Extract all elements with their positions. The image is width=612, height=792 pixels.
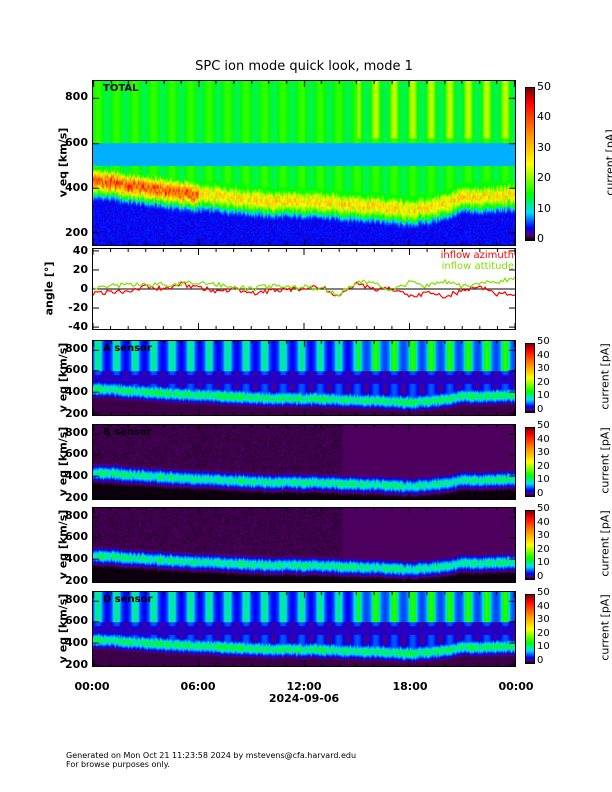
colorbar-d — [525, 594, 535, 664]
y-tick-label: -40 — [68, 320, 88, 334]
spectrogram-a — [93, 341, 515, 415]
x-tick-label: 18:00 — [392, 680, 428, 693]
colorbar-tick-label: 50 — [537, 420, 550, 431]
y-tick-label: 400 — [65, 552, 88, 566]
series-inflow-attitude — [93, 276, 515, 297]
y-tick-label: 200 — [65, 657, 88, 671]
panel-label-d: D sensor — [103, 594, 153, 605]
y-tick-label: 20 — [72, 262, 88, 276]
panel-label-a: A sensor — [103, 343, 152, 354]
colorbar-tick-label: 30 — [537, 447, 550, 459]
x-tick-label: 12:00 — [286, 680, 322, 693]
y-tick-label: 40 — [72, 243, 88, 257]
y-tick-label: 0 — [80, 282, 88, 295]
colorbar-tick-label: 10 — [537, 201, 551, 215]
colorbar-label: current [pA] — [603, 129, 612, 196]
y-tick-label: 800 — [65, 425, 88, 439]
legend-inflow-attitude: inflow attitude — [441, 261, 514, 272]
colorbar-tick-label: 40 — [537, 600, 550, 612]
y-axis-label: v eq [km/s] — [56, 593, 70, 664]
angle-plot — [93, 249, 515, 329]
y-tick-label: 200 — [65, 226, 88, 240]
colorbar-tick-label: 50 — [537, 503, 550, 514]
y-tick-label: 200 — [65, 490, 88, 504]
y-tick-label: 600 — [65, 363, 88, 377]
spectrogram-panel-c — [92, 507, 516, 583]
chart-title: SPC ion mode quick look, mode 1 — [195, 59, 413, 74]
x-axis-date-label: 2024-09-06 — [268, 692, 340, 705]
colorbar-tick-label: 30 — [537, 363, 550, 375]
colorbar-tick-label: 0 — [537, 488, 544, 499]
angle-panel — [92, 248, 516, 330]
legend-inflow-azimuth: inflow azimuth — [440, 250, 514, 261]
colorbar-tick-label: 40 — [537, 433, 550, 445]
spectrogram-panel-total: TOTAL — [92, 80, 516, 246]
y-tick-label: 600 — [65, 614, 88, 628]
y-tick-label: 600 — [65, 447, 88, 461]
panel-label-total: TOTAL — [103, 83, 139, 94]
spectrogram-total — [93, 81, 515, 245]
colorbar-tick-label: 30 — [537, 140, 551, 154]
y-tick-label: -20 — [68, 301, 88, 315]
y-tick-label: 800 — [65, 508, 88, 522]
colorbar-tick-label: 50 — [537, 336, 550, 347]
y-tick-label: 400 — [65, 636, 88, 650]
spectrogram-b — [93, 425, 515, 499]
y-axis-label: v eq [km/s] — [56, 127, 70, 198]
colorbar-tick-label: 50 — [537, 80, 551, 93]
spectrogram-panel-a: A sensor — [92, 340, 516, 416]
footer-browse-note: For browse purposes only. — [66, 760, 170, 769]
spectrogram-panel-b: B sensor — [92, 424, 516, 500]
x-tick-label: 00:00 — [498, 680, 534, 693]
colorbar-tick-label: 30 — [537, 614, 550, 626]
colorbar-tick-label: 20 — [537, 627, 550, 639]
colorbar-b — [525, 427, 535, 497]
colorbar-total — [525, 87, 535, 241]
colorbar-tick-label: 10 — [537, 390, 550, 402]
y-tick-label: 400 — [65, 469, 88, 483]
colorbar-tick-label: 0 — [537, 571, 544, 582]
colorbar-tick-label: 20 — [537, 460, 550, 472]
colorbar-tick-label: 40 — [537, 516, 550, 528]
panel-label-b: B sensor — [103, 427, 152, 438]
colorbar-tick-label: 40 — [537, 349, 550, 361]
colorbar-c — [525, 510, 535, 580]
x-tick-label: 06:00 — [180, 680, 216, 693]
colorbar-tick-label: 0 — [537, 404, 544, 415]
y-tick-label: 600 — [65, 135, 88, 149]
y-tick-label: 600 — [65, 530, 88, 544]
footer-generated: Generated on Mon Oct 21 11:23:58 2024 by… — [66, 751, 357, 760]
colorbar-tick-label: 20 — [537, 543, 550, 555]
colorbar-tick-label: 20 — [537, 376, 550, 388]
y-tick-label: 400 — [65, 181, 88, 194]
colorbar-tick-label: 10 — [537, 474, 550, 486]
colorbar-tick-label: 20 — [537, 171, 551, 185]
colorbar-tick-label: 50 — [537, 587, 550, 598]
y-axis-label: angle [°] — [42, 261, 56, 316]
y-tick-label: 800 — [65, 90, 88, 104]
y-tick-label: 200 — [65, 573, 88, 587]
y-tick-label: 200 — [65, 406, 88, 420]
series-inflow-azimuth — [93, 281, 515, 299]
colorbar-tick-label: 30 — [537, 530, 550, 542]
y-tick-label: 800 — [65, 341, 88, 355]
x-tick-label: 00:00 — [74, 680, 110, 693]
colorbar-tick-label: 10 — [537, 641, 550, 653]
y-tick-label: 800 — [65, 592, 88, 606]
colorbar-tick-label: 0 — [537, 232, 544, 245]
colorbar-tick-label: 10 — [537, 557, 550, 569]
spectrogram-c — [93, 508, 515, 582]
spectrogram-d — [93, 592, 515, 666]
colorbar-tick-label: 40 — [537, 110, 551, 124]
colorbar-a — [525, 343, 535, 413]
spectrogram-panel-d: D sensor — [92, 591, 516, 667]
y-tick-label: 400 — [65, 385, 88, 399]
colorbar-label: current [pA] — [598, 594, 612, 661]
colorbar-tick-label: 0 — [537, 655, 544, 666]
